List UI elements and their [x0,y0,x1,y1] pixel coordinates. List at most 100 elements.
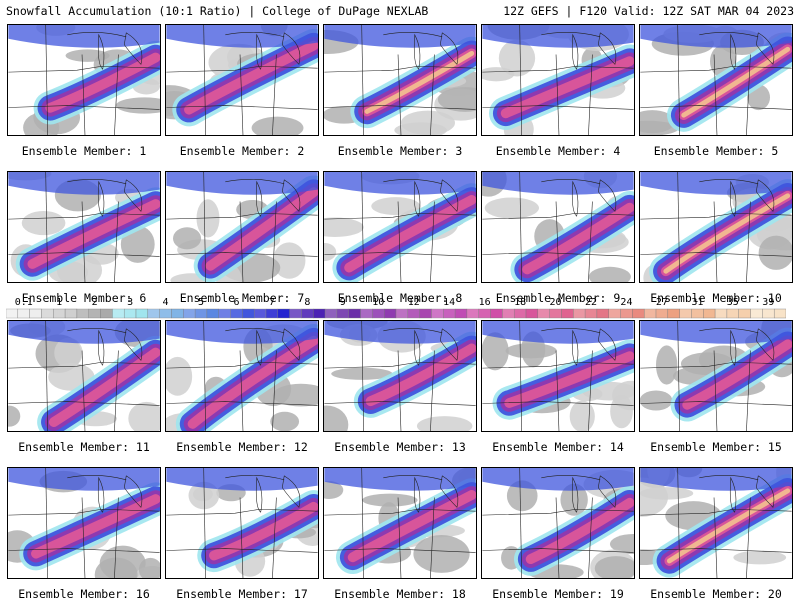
legend-tick-label: 16 [479,297,491,308]
legend-color-swatch [135,308,149,319]
ensemble-panel-7: Ensemble Member: 7 [165,171,319,305]
snowfall-map-1 [7,24,161,136]
ensemble-member-label: Ensemble Member: 15 [650,440,782,454]
legend-color-swatch [703,308,716,319]
legend-tick-label: 3 [127,297,133,308]
legend-color-swatch [171,308,184,319]
legend-color-swatch [76,308,89,319]
ensemble-panel-6: Ensemble Member: 6 [7,171,161,305]
legend-color-swatch [194,308,208,319]
ensemble-panel-2: Ensemble Member: 2 [165,24,319,158]
legend-color-swatch [762,308,775,319]
legend-color-swatch [561,308,574,319]
ensemble-member-label: Ensemble Member: 18 [334,587,466,601]
legend-color-swatch [112,308,125,319]
legend-color-swatch [691,308,704,319]
legend-tick-label: 2 [92,297,98,308]
snowfall-map-15 [639,320,793,432]
legend-color-swatch [360,308,373,319]
legend-tick-label: 10 [372,297,384,308]
ensemble-member-label: Ensemble Member: 11 [18,440,150,454]
snowfall-map-9 [481,171,635,283]
legend-color-swatch [242,308,255,319]
snowfall-map-17 [165,467,319,579]
snowfall-map-18 [323,467,477,579]
snowfall-map-19 [481,467,635,579]
legend-color-swatch [64,308,78,319]
legend-color-swatch [147,308,160,319]
ensemble-member-label: Ensemble Member: 20 [650,587,782,601]
ensemble-member-label: Ensemble Member: 10 [650,291,782,305]
legend-color-swatch [454,308,468,319]
legend-color-swatch [88,308,101,319]
legend-color-swatch [277,308,290,319]
ensemble-panel-1: Ensemble Member: 1 [7,24,161,158]
snowfall-legend: 0.1 1 2 3 4 5 6 7 8 9 10 12 14 16 18 20 22 24 27 31 35 39 [6,297,786,319]
legend-tick-label: 7 [269,297,275,308]
legend-color-swatch [773,308,786,319]
legend-color-swatch [584,308,598,319]
legend-tick-label: 9 [340,297,346,308]
ensemble-panel-5: Ensemble Member: 5 [639,24,793,158]
ensemble-member-label: Ensemble Member: 5 [653,144,779,158]
snowfall-map-11 [7,320,161,432]
legend-color-swatch [230,308,243,319]
legend-color-swatch [513,308,527,319]
snowfall-map-20 [639,467,793,579]
legend-color-swatch [573,308,586,319]
legend-tick-label: 14 [443,297,455,308]
legend-tick-label: 6 [233,297,239,308]
snowfall-map-10 [639,171,793,283]
ensemble-panel-12: Ensemble Member: 12 [165,320,319,454]
legend-tick-label: 4 [163,297,169,308]
legend-color-swatch [53,308,66,319]
ensemble-member-label: Ensemble Member: 3 [337,144,463,158]
legend-color-swatch [289,308,302,319]
ensemble-panel-10: Ensemble Member: 10 [639,171,793,305]
legend-color-swatch [596,308,609,319]
ensemble-member-label: Ensemble Member: 6 [21,291,147,305]
legend-color-swatch [123,308,137,319]
ensemble-member-label: Ensemble Member: 1 [21,144,147,158]
legend-color-swatch [336,308,349,319]
legend-color-swatch [643,308,657,319]
ensemble-panel-15: Ensemble Member: 15 [639,320,793,454]
ensemble-panel-14: Ensemble Member: 14 [481,320,635,454]
legend-color-swatch [443,308,456,319]
legend-color-swatch [395,308,409,319]
ensemble-panel-3: Ensemble Member: 3 [323,24,477,158]
legend-color-swatch [726,308,739,319]
ensemble-panel-8: Ensemble Member: 8 [323,171,477,305]
snowfall-map-4 [481,24,635,136]
legend-color-swatch [466,308,479,319]
legend-tick-label: 5 [198,297,204,308]
ensemble-member-label: Ensemble Member: 19 [492,587,624,601]
legend-tick-label: 24 [620,297,632,308]
legend-color-swatch [183,308,196,319]
legend-tick-label: 0.1 [15,297,33,308]
legend-color-swatch [419,308,432,319]
ensemble-panel-18: Ensemble Member: 18 [323,467,477,601]
ensemble-member-label: Ensemble Member: 7 [179,291,305,305]
ensemble-panel-19: Ensemble Member: 19 [481,467,635,601]
legend-color-swatch [431,308,444,319]
snowfall-map-14 [481,320,635,432]
ensemble-panel-16: Ensemble Member: 16 [7,467,161,601]
legend-tick-label: 20 [550,297,562,308]
ensemble-panel-4: Ensemble Member: 4 [481,24,635,158]
legend-color-swatch [738,308,751,319]
legend-color-swatch [655,308,669,319]
legend-color-swatch [478,308,491,319]
ensemble-member-label: Ensemble Member: 4 [495,144,621,158]
legend-color-swatch [372,308,385,319]
snowfall-map-16 [7,467,161,579]
ensemble-member-label: Ensemble Member: 16 [18,587,150,601]
legend-color-swatch [159,308,172,319]
ensemble-panel-9: Ensemble Member: 9 [481,171,635,305]
legend-color-swatch [608,308,621,319]
legend-tick-label: 18 [514,297,526,308]
legend-color-swatch [265,308,279,319]
ensemble-panel-20: Ensemble Member: 20 [639,467,793,601]
legend-color-swatch [537,308,550,319]
legend-color-swatch [218,308,231,319]
